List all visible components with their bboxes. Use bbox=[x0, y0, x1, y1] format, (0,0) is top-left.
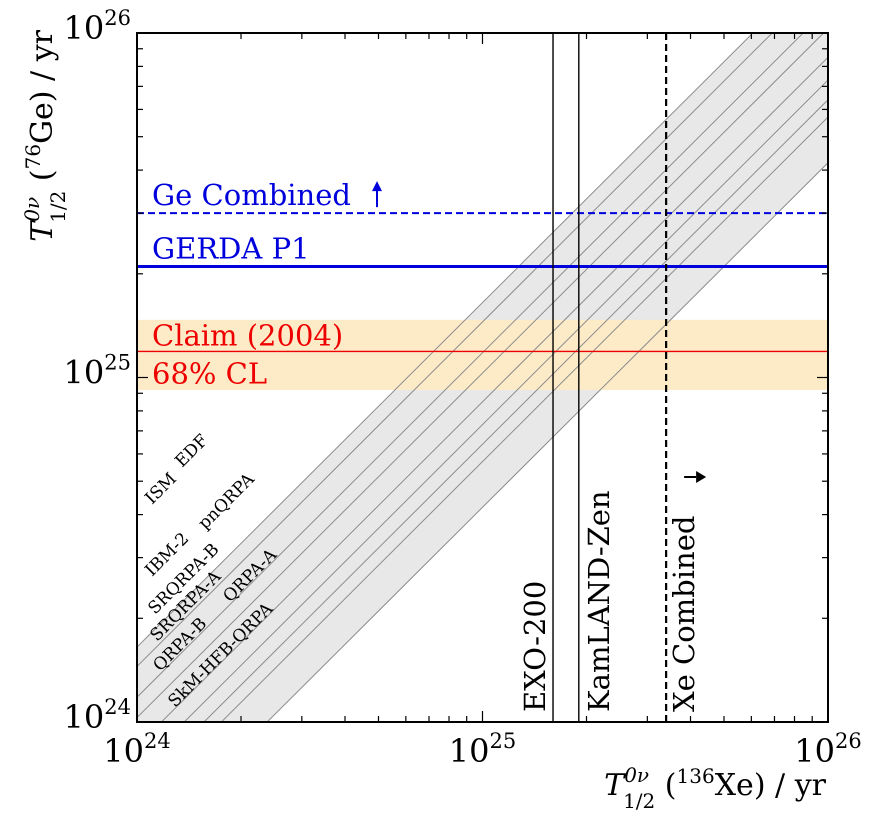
xe-combined-arrow-head bbox=[696, 471, 707, 483]
model-label-edf: EDF bbox=[171, 431, 212, 472]
plot-area bbox=[137, 33, 828, 722]
x-tick-label: 1024 bbox=[103, 729, 170, 770]
model-line-ibm-2 bbox=[137, 33, 804, 698]
model-line-edf bbox=[137, 33, 773, 667]
model-line-pnqrpa bbox=[137, 33, 825, 718]
vline-label-xe-combined: Xe Combined bbox=[667, 516, 701, 712]
x-tick-label: 1025 bbox=[449, 729, 516, 770]
model-line-qrpa-a bbox=[220, 116, 828, 722]
model-line-ism bbox=[137, 33, 754, 648]
y-tick-label: 1024 bbox=[64, 695, 131, 736]
model-line-qrpa-b bbox=[203, 99, 828, 722]
gerda-label: GERDA P1 bbox=[152, 231, 310, 265]
ge-combined-arrow-head bbox=[372, 181, 382, 192]
model-label-ism: ISM bbox=[141, 469, 180, 508]
ge-combined-label: Ge Combined bbox=[152, 178, 351, 212]
model-line-srqrpa-b bbox=[160, 56, 828, 722]
plot-frame bbox=[136, 32, 829, 723]
claim-label: Claim (2004) bbox=[152, 318, 343, 352]
y-axis-label: T0ν 1/2 (76Ge) / yr bbox=[20, 29, 70, 241]
y-tick-label: 1026 bbox=[64, 6, 131, 47]
x-tick-label: 1026 bbox=[794, 729, 861, 770]
model-line-srqrpa-a bbox=[183, 79, 828, 722]
y-tick-label: 1025 bbox=[64, 351, 131, 392]
vline-label-kamland-zen: KamLAND-Zen bbox=[582, 490, 616, 712]
model-line-skm-hfb-qrpa bbox=[266, 162, 828, 722]
vline-label-exo-200: EXO-200 bbox=[518, 581, 552, 712]
model-band bbox=[137, 33, 828, 722]
model-label-pnqrpa: pnQRPA bbox=[194, 469, 259, 534]
claim-band bbox=[137, 319, 828, 390]
x-axis-label: T0ν 1/2 (136Xe) / yr bbox=[604, 763, 826, 813]
claim-band-label: 68% CL bbox=[152, 356, 267, 390]
